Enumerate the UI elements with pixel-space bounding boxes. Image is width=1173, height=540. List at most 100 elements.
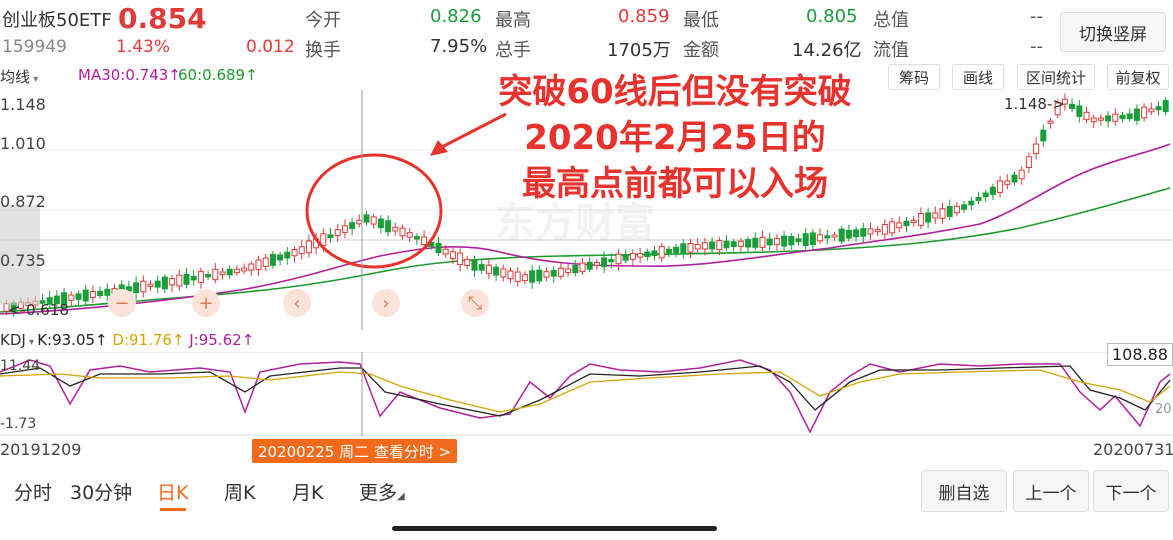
candle-body	[723, 240, 730, 249]
candle-body	[903, 220, 910, 227]
candle-body	[507, 270, 514, 280]
kdj-chart[interactable]	[0, 352, 1173, 436]
tab-monthly-k[interactable]: 月K	[292, 482, 324, 504]
high-price-value: 1.148	[1004, 95, 1047, 113]
candle-body	[89, 290, 96, 298]
candle-body	[262, 257, 269, 267]
candle-body	[953, 205, 960, 214]
zoom-in-button[interactable]: +	[192, 289, 220, 317]
candle-body	[809, 232, 816, 245]
candle-body	[853, 229, 860, 238]
candle-body	[1004, 180, 1011, 185]
indicator-label: 均线	[0, 68, 31, 86]
candle-body	[997, 180, 1004, 193]
ma30-value: MA30:0.743	[78, 66, 169, 84]
draw-line-button[interactable]: 画线	[952, 64, 1004, 90]
start-date: 20191209	[0, 440, 82, 459]
crosshair-date-tooltip[interactable]: 20200225 周二 查看分时 >	[252, 439, 458, 463]
previous-button[interactable]: 上一个	[1013, 470, 1089, 512]
tab-30min[interactable]: 30分钟	[70, 482, 133, 504]
tab-daily-k[interactable]: 日K	[157, 482, 189, 504]
candle-body	[673, 246, 680, 254]
candle-body	[665, 248, 672, 254]
kdj-legend: KDJ ▾ K:93.05↑ D:91.76↑ J:95.62↑	[0, 331, 254, 349]
candle-body	[1018, 169, 1025, 180]
candle-body	[896, 222, 903, 229]
candle-body	[1148, 108, 1155, 113]
tab-weekly-k[interactable]: 周K	[224, 482, 256, 504]
scroll-handle[interactable]	[0, 205, 40, 305]
price-axis-label: 1.148	[0, 95, 46, 114]
candle-body	[147, 283, 154, 287]
kline-chart[interactable]	[0, 90, 1173, 330]
corner-arrow-icon: ◢	[397, 491, 405, 502]
candle-body	[651, 250, 658, 256]
candle-body	[485, 264, 492, 274]
candle-body	[694, 243, 701, 250]
fq-adjust-button[interactable]: 前复权	[1107, 64, 1169, 90]
candle-body	[989, 186, 996, 195]
candle-body	[1105, 115, 1112, 122]
candle-body	[471, 260, 478, 271]
stock-code: 159949	[2, 37, 67, 57]
candle-body	[349, 222, 356, 229]
range-stats-button[interactable]: 区间统计	[1017, 64, 1095, 90]
switch-portrait-button[interactable]: 切换竖屏	[1060, 12, 1166, 52]
candle-body	[1061, 98, 1068, 105]
indicator-select[interactable]: 均线 ▾	[0, 66, 38, 87]
candle-body	[536, 269, 543, 282]
candle-body	[1076, 105, 1083, 117]
candle-body	[1040, 129, 1047, 142]
candle-body	[961, 204, 968, 210]
stat-label-open: 今开	[305, 10, 341, 31]
candle-body	[205, 274, 212, 278]
watermark: 东方财富	[495, 200, 655, 246]
candle-body	[795, 238, 802, 243]
chips-button[interactable]: 筹码	[888, 64, 940, 90]
kdj-label[interactable]: KDJ	[0, 331, 26, 349]
candle-body	[442, 248, 449, 255]
scroll-left-button[interactable]: ‹	[283, 289, 311, 317]
tab-intraday[interactable]: 分时	[14, 482, 53, 504]
kdj-current-value: 108.88	[1107, 343, 1173, 366]
candle-body	[593, 261, 600, 266]
candle-body	[212, 268, 219, 281]
chevron-down-icon: ▾	[30, 74, 39, 85]
candle-body	[1069, 103, 1076, 109]
candle-body	[644, 251, 651, 258]
candle-body	[413, 236, 420, 240]
candle-body	[75, 293, 82, 300]
high-price-marker: 1.148->	[1004, 95, 1065, 113]
remove-watchlist-button[interactable]: 删自选	[921, 470, 1007, 512]
fullscreen-button[interactable]: ⤡	[461, 289, 489, 317]
stat-value-total-value: --	[1030, 6, 1043, 27]
candle-body	[802, 233, 809, 246]
candle-body	[1133, 108, 1140, 121]
candle-body	[233, 268, 240, 274]
candle-body	[529, 270, 536, 283]
next-button[interactable]: 下一个	[1093, 470, 1169, 512]
active-tab-indicator	[160, 508, 186, 511]
scroll-right-button[interactable]: ›	[372, 289, 400, 317]
candle-body	[824, 235, 831, 239]
arrow-up-icon: ↑	[168, 66, 181, 84]
candle-body	[269, 253, 276, 266]
candle-body	[61, 292, 68, 306]
candle-body	[1025, 156, 1032, 169]
candle-body	[889, 221, 896, 234]
candle-body	[133, 282, 140, 294]
candle-body	[932, 212, 939, 219]
stock-name: 创业板50ETF	[2, 10, 112, 31]
candle-body	[1119, 114, 1126, 120]
kdj-axis-bottom: -1.73	[0, 416, 37, 432]
candle-body	[881, 224, 888, 235]
zoom-out-button[interactable]: −	[108, 289, 136, 317]
annotation-arrowhead	[430, 140, 448, 156]
candle-body	[845, 229, 852, 239]
candle-body	[197, 271, 204, 283]
home-indicator	[392, 526, 717, 531]
tab-more[interactable]: 更多◢	[359, 478, 405, 505]
candle-body	[1054, 102, 1061, 116]
candle-body	[838, 228, 845, 242]
highlight-circle	[305, 153, 443, 269]
